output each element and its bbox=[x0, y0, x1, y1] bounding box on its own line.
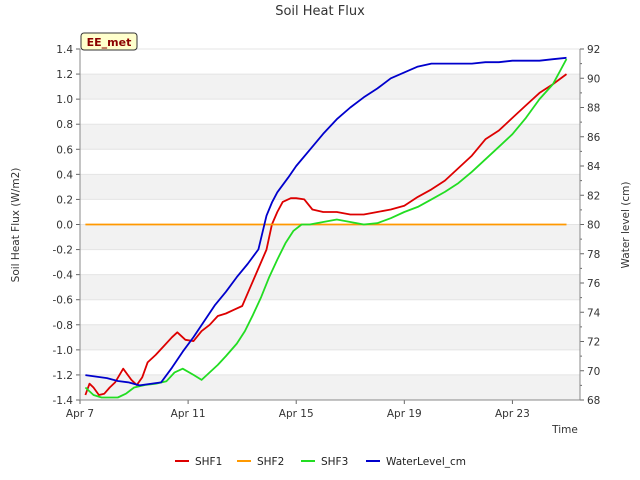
y2-tick-label: 78 bbox=[587, 249, 600, 261]
y-tick-label: -1.4 bbox=[53, 395, 74, 407]
y2-tick-label: 74 bbox=[587, 307, 601, 319]
grid-band bbox=[80, 374, 580, 400]
y-tick-label: -1.2 bbox=[53, 370, 74, 382]
y2-tick-label: 82 bbox=[587, 190, 600, 202]
y-tick-label: 0.8 bbox=[56, 119, 73, 131]
y-tick-label: -0.2 bbox=[53, 245, 74, 257]
badge-label: EE_met bbox=[87, 36, 132, 49]
y2-axis-label: Water level (cm) bbox=[620, 182, 632, 269]
y2-tick-label: 80 bbox=[587, 220, 600, 232]
y-axis-label: Soil Heat Flux (W/m2) bbox=[10, 168, 22, 283]
y-tick-label: -0.4 bbox=[53, 270, 74, 282]
y-tick-label: 0.6 bbox=[56, 144, 73, 156]
y-tick-label: 0.4 bbox=[56, 169, 73, 181]
legend-label: SHF1 bbox=[195, 456, 222, 468]
y2-tick-label: 86 bbox=[587, 132, 601, 144]
y-tick-label: -1.0 bbox=[53, 345, 74, 357]
y-tick-label: -0.8 bbox=[53, 320, 74, 332]
y2-tick-label: 68 bbox=[587, 395, 600, 407]
badge: EE_met bbox=[80, 32, 138, 51]
y-tick-label: 1.0 bbox=[56, 94, 73, 106]
y2-tick-label: 90 bbox=[587, 73, 600, 85]
y-tick-label: 1.2 bbox=[56, 69, 73, 81]
grid-band bbox=[80, 324, 580, 350]
y2-tick-label: 70 bbox=[587, 366, 600, 378]
y2-tick-label: 72 bbox=[587, 337, 600, 349]
grid-band bbox=[80, 224, 580, 250]
legend-label: WaterLevel_cm bbox=[386, 456, 466, 468]
x-tick-label: Apr 11 bbox=[171, 408, 206, 420]
grid-band bbox=[80, 74, 580, 100]
legend: SHF1 SHF2 SHF3 WaterLevel_cm bbox=[175, 456, 466, 468]
legend-label: SHF3 bbox=[321, 456, 348, 468]
x-tick-label: Apr 23 bbox=[495, 408, 530, 420]
series-line-waterlevel-cm bbox=[85, 56, 567, 387]
grid-band bbox=[80, 274, 580, 300]
grid-band bbox=[80, 124, 580, 150]
x-tick-label: Apr 15 bbox=[279, 408, 314, 420]
badge-box bbox=[80, 32, 138, 51]
y-tick-label: 0.0 bbox=[56, 220, 73, 232]
y2-tick-label: 76 bbox=[587, 278, 601, 290]
y2-tick-label: 92 bbox=[587, 44, 600, 56]
x-axis-label: Time bbox=[551, 424, 578, 436]
x-tick-label: Apr 7 bbox=[66, 408, 94, 420]
y-tick-label: 1.4 bbox=[56, 44, 73, 56]
y-tick-label: -0.6 bbox=[53, 295, 74, 307]
chart-title: Soil Heat Flux bbox=[275, 4, 365, 19]
axes: -1.4 -1.2 -1.0 -0.8 -0.6 -0.4 -0.2 0.0 0.2 0.4 0.6… bbox=[53, 44, 601, 420]
series-lines bbox=[84, 56, 568, 399]
legend-label: SHF2 bbox=[257, 456, 284, 468]
y2-tick-label: 84 bbox=[587, 161, 601, 173]
grid-bands bbox=[80, 48, 580, 401]
y2-tick-label: 88 bbox=[587, 103, 600, 115]
grid-band bbox=[80, 174, 580, 200]
x-tick-label: Apr 19 bbox=[387, 408, 422, 420]
y-tick-label: 0.2 bbox=[56, 194, 73, 206]
